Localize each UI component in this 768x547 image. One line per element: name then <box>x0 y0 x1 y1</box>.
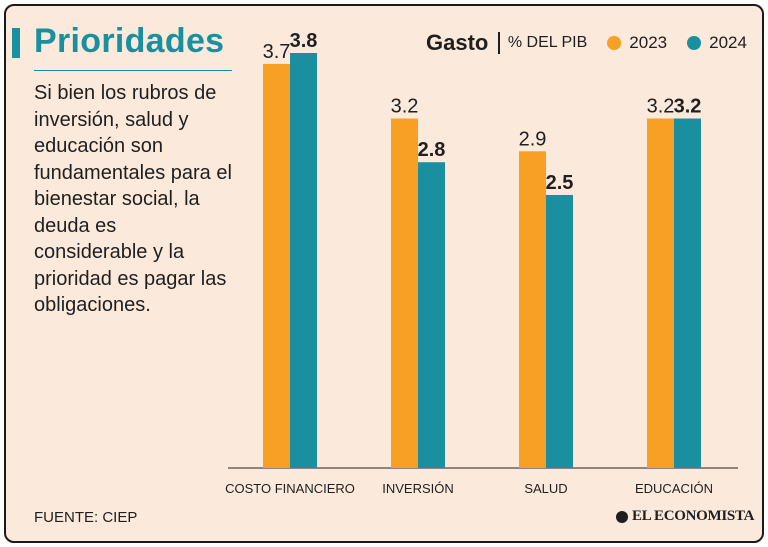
category-label-educacion: EDUCACIÓN <box>635 481 713 496</box>
legend-2024-swatch <box>687 36 702 50</box>
bar-2023-salud <box>519 151 546 468</box>
legend-2023-label: 2023 <box>629 33 668 52</box>
brand-icon <box>616 510 628 523</box>
category-label-salud: SALUD <box>524 481 567 496</box>
bar-2023-costo-financiero <box>263 63 290 468</box>
value-label-2024-salud: 2.5 <box>546 172 574 194</box>
value-label-2024-costo-financiero: 3.8 <box>290 30 318 52</box>
bar-2024-costo-financiero <box>290 53 317 468</box>
infographic-card: Prioridades Si bien los rubros de invers… <box>4 4 764 543</box>
bar-2024-salud <box>546 194 573 468</box>
bar-chart: 3.7 3.8 COSTO FINANCIERO 3.2 2.8 INVERSIÓN 2.9… <box>225 30 738 496</box>
title-divider <box>34 70 232 71</box>
chart-title: Gasto <box>426 30 489 55</box>
bar-2024-inversion <box>418 162 445 469</box>
value-label-2024-educacion: 3.2 <box>674 96 702 118</box>
description-text: Si bien los rubros de inversión, salud y… <box>34 82 232 316</box>
bar-2023-inversion <box>391 118 418 469</box>
legend-2024-label: 2024 <box>709 33 747 52</box>
brand-name: EL ECONOMISTA <box>632 508 755 524</box>
category-label-inversion: INVERSIÓN <box>382 481 454 496</box>
page-title: Prioridades <box>34 22 225 60</box>
legend-separator <box>498 32 500 54</box>
category-label-costo-financiero: COSTO FINANCIERO <box>225 481 355 496</box>
bar-2023-educacion <box>647 118 674 469</box>
value-label-2024-inversion: 2.8 <box>418 139 446 161</box>
chart-legend: Gasto % DEL PIB 2023 2024 <box>426 28 747 58</box>
value-label-2023-salud: 2.9 <box>519 128 547 150</box>
value-label-2023-inversion: 3.2 <box>391 96 419 118</box>
value-label-2023-educacion: 3.2 <box>647 96 675 118</box>
bar-2024-educacion <box>674 118 701 469</box>
chart-unit: % DEL PIB <box>507 34 588 51</box>
title-accent-bar <box>12 28 20 58</box>
brand-logo: EL ECONOMISTA <box>616 508 754 525</box>
source-note: FUENTE: CIEP <box>34 509 138 526</box>
legend-2023-swatch <box>607 36 622 50</box>
value-label-2023-costo-financiero: 3.7 <box>263 41 291 63</box>
